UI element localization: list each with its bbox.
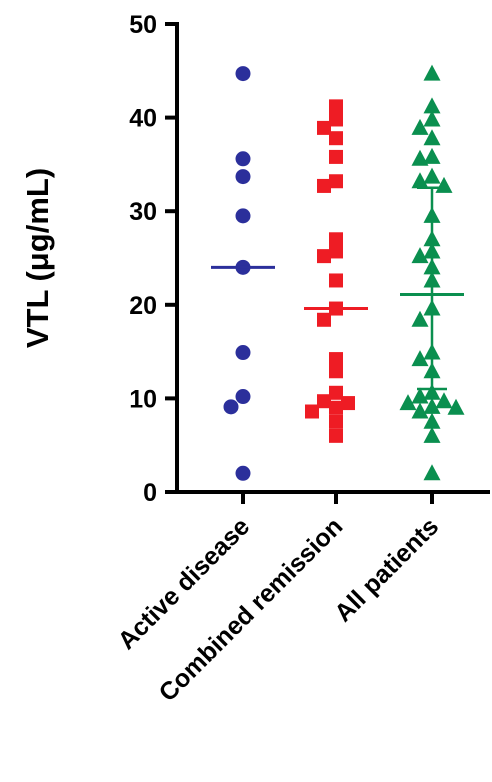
data-point-circle [235,345,251,361]
data-point-square [317,249,331,264]
data-point-triangle [423,97,441,114]
data-point-triangle [411,172,429,189]
data-point-square [317,394,331,409]
data-point-triangle [411,149,429,166]
data-point-circle [235,151,251,167]
summary-lines [211,186,464,391]
data-point-square [329,352,343,367]
data-point-square [329,232,343,247]
data-point-triangle [423,412,441,429]
data-point-triangle [423,383,441,400]
data-point-triangle [423,64,441,81]
x-tick-label: All patients [329,512,444,627]
data-point-triangle [423,464,441,481]
data-point-circle [223,399,239,415]
data-point-triangle [411,387,429,404]
data-point-square [329,400,343,415]
data-point-square [329,364,343,379]
data-point-triangle [447,398,465,415]
data-point-triangle [423,110,441,127]
data-points [223,64,465,481]
data-point-triangle [423,426,441,443]
x-tick-label: Combined remission [154,512,349,707]
data-point-triangle [411,310,429,327]
data-point-circle [235,66,251,82]
data-point-triangle [423,167,441,184]
data-point-circle [235,389,251,405]
data-point-square [329,244,343,259]
data-point-square [341,396,355,411]
y-tick-label: 30 [129,198,157,226]
data-point-triangle [411,350,429,367]
data-point-circle [235,169,251,185]
data-point-triangle [423,147,441,164]
data-point-square [329,149,343,164]
y-tick-label: 20 [129,292,157,320]
data-point-square [329,174,343,189]
y-axis-title: VTL (μg/mL) [20,168,55,348]
data-point-circle [235,208,251,224]
data-point-square [329,131,343,146]
data-point-triangle [423,129,441,146]
y-tick-label: 10 [129,385,157,413]
data-point-triangle [411,247,429,264]
y-tick-label: 50 [129,11,157,39]
y-tick-label: 0 [143,479,157,507]
data-point-square [329,428,343,443]
data-point-square [317,178,331,193]
data-point-square [317,120,331,135]
data-point-square [329,414,343,429]
data-point-circle [235,465,251,481]
data-point-triangle [399,394,417,411]
data-point-square [329,112,343,127]
data-point-square [305,404,319,419]
data-point-square [329,385,343,400]
data-point-triangle [411,402,429,419]
data-point-triangle [411,118,429,135]
y-ticks: 0 10 20 30 40 50 [129,11,177,507]
y-tick-label: 40 [129,105,157,133]
data-point-square [329,99,343,114]
data-point-triangle [423,397,441,414]
data-point-triangle [435,392,453,409]
data-point-square [329,273,343,288]
data-point-square [317,312,331,327]
